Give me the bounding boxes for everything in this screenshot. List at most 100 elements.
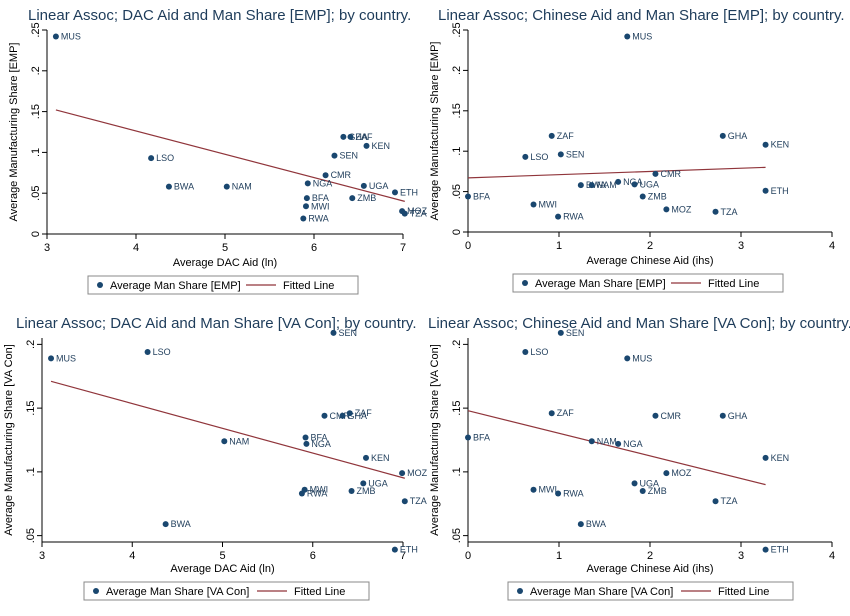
y-tick-label: .2: [451, 66, 463, 75]
data-point-bwa: [577, 521, 584, 528]
data-point-uga: [360, 480, 367, 487]
data-point-nam: [588, 438, 595, 445]
x-tick-label: 6: [311, 242, 317, 254]
data-point-nam: [588, 182, 595, 189]
y-axis-label: Average Manufacturing Share [EMP]: [8, 43, 20, 222]
point-label-tza: TZA: [410, 496, 427, 506]
point-label-mwi: MWI: [311, 201, 330, 211]
data-point-bwa: [162, 521, 169, 528]
point-label-uga: UGA: [368, 478, 388, 488]
point-label-cmr: CMR: [660, 411, 681, 421]
x-tick-label: 7: [400, 242, 406, 254]
x-tick-label: 4: [133, 242, 139, 254]
data-point-cmr: [322, 172, 329, 179]
data-point-bfa: [465, 434, 471, 441]
point-label-zaf: ZAF: [355, 408, 373, 418]
data-point-lso: [522, 153, 529, 160]
point-label-cmr: CMR: [331, 170, 352, 180]
fitted-line: [50, 380, 405, 479]
x-axis-label: Average DAC Aid (ln): [173, 257, 277, 269]
y-tick-label: .1: [30, 148, 42, 157]
y-tick-label: .15: [30, 104, 42, 119]
data-point-cmr: [652, 170, 659, 177]
data-point-uga: [631, 480, 638, 487]
data-point-moz: [663, 206, 670, 213]
chart-panel-3: Linear Assoc; DAC Aid and Man Share [VA …: [3, 315, 428, 601]
data-point-zaf: [548, 410, 555, 417]
data-point-eth: [391, 189, 398, 196]
data-point-bwa: [577, 182, 584, 189]
point-label-moz: MOZ: [671, 468, 691, 478]
data-point-mus: [624, 33, 631, 40]
y-tick-label: .15: [451, 103, 463, 118]
point-label-uga: UGA: [640, 478, 660, 488]
chart-panel-1: Linear Assoc; DAC Aid and Man Share [EMP…: [8, 7, 428, 295]
data-point-nga: [304, 180, 311, 187]
point-label-lso: LSO: [530, 347, 548, 357]
data-point-tza: [712, 498, 719, 505]
data-point-bfa: [465, 193, 471, 200]
y-tick-label: .15: [25, 400, 37, 415]
data-point-gha: [719, 132, 726, 139]
point-label-nam: NAM: [232, 182, 252, 192]
x-tick-label: 4: [129, 550, 135, 562]
data-point-nam: [221, 438, 228, 445]
data-point-sen: [557, 151, 564, 158]
legend-label-fit: Fitted Line: [718, 586, 769, 598]
legend-label-series: Average Man Share [VA Con]: [106, 586, 249, 598]
data-point-mus: [624, 355, 631, 362]
y-tick-label: .1: [451, 147, 463, 156]
point-label-mwi: MWI: [310, 485, 329, 495]
data-point-moz: [399, 470, 406, 477]
point-label-ken: KEN: [371, 453, 390, 463]
legend-label-fit: Fitted Line: [708, 278, 759, 290]
x-tick-label: 4: [829, 550, 835, 562]
legend-label-series: Average Man Share [VA Con]: [530, 586, 673, 598]
data-point-zaf: [346, 410, 353, 417]
point-label-bwa: BWA: [174, 182, 194, 192]
data-point-rwa: [555, 213, 562, 220]
data-point-ken: [362, 454, 369, 461]
data-point-sen: [331, 152, 338, 159]
x-tick-label: 3: [44, 242, 50, 254]
x-tick-label: 4: [829, 240, 835, 252]
point-label-gha: GHA: [728, 411, 748, 421]
fitted-line: [467, 410, 766, 486]
data-point-mus: [52, 33, 59, 40]
y-tick-label: .25: [451, 22, 463, 37]
point-label-moz: MOZ: [671, 204, 691, 214]
data-point-mwi: [530, 201, 537, 208]
data-point-bwa: [165, 183, 172, 190]
data-point-tza: [401, 498, 408, 505]
point-label-nga: NGA: [311, 439, 331, 449]
y-tick-label: .2: [451, 340, 463, 349]
point-label-sen: SEN: [339, 151, 358, 161]
point-label-mus: MUS: [56, 353, 76, 363]
point-label-bwa: BWA: [586, 180, 606, 190]
x-tick-label: 3: [39, 550, 45, 562]
fitted-line: [55, 109, 405, 202]
point-label-rwa: RWA: [563, 489, 584, 499]
data-point-lso: [144, 349, 151, 356]
y-tick-label: 0: [30, 231, 42, 237]
data-point-zmb: [349, 195, 356, 202]
data-point-rwa: [300, 215, 307, 222]
point-label-nam: NAM: [597, 436, 617, 446]
x-tick-label: 3: [738, 240, 744, 252]
chart-title: Linear Assoc; DAC Aid and Man Share [EMP…: [28, 7, 411, 24]
legend-box: [507, 581, 794, 601]
point-label-sen: SEN: [566, 328, 585, 338]
x-tick-label: 6: [310, 550, 316, 562]
point-label-zmb: ZMB: [648, 486, 667, 496]
point-label-eth: ETH: [400, 187, 418, 197]
point-label-ken: KEN: [771, 140, 790, 150]
data-point-zmb: [639, 488, 646, 494]
point-label-gha: GHA: [728, 131, 748, 141]
data-point-lso: [522, 349, 529, 356]
data-point-nam: [223, 183, 230, 190]
x-axis-label: Average Chinese Aid (ihs): [587, 563, 714, 575]
x-tick-label: 2: [647, 550, 653, 562]
data-point-uga: [360, 182, 367, 189]
data-point-mus: [48, 355, 55, 362]
